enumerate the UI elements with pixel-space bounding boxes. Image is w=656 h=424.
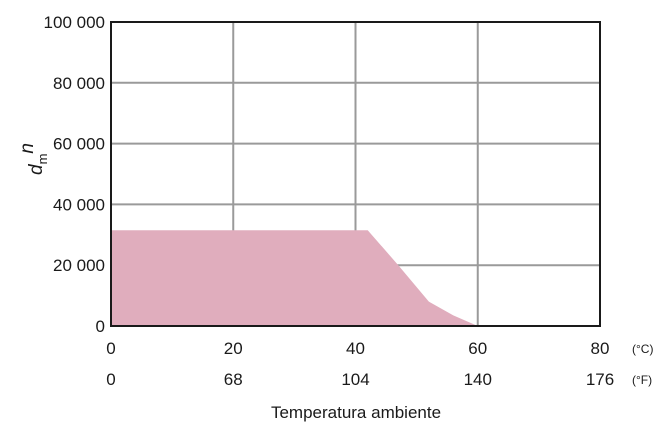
x-tick-label: 60 — [468, 339, 487, 358]
area-series — [111, 230, 478, 326]
y-tick-label: 40 000 — [53, 195, 105, 214]
x-tick-label: 80 — [591, 339, 610, 358]
plot-frame — [110, 21, 601, 327]
x-unit-fahrenheit: (°F) — [632, 373, 652, 387]
x-axis-ticks: 0 20 40 60 80 — [106, 339, 609, 358]
y-tick-label: 60 000 — [53, 135, 105, 154]
y-axis-label-main: d — [26, 163, 47, 175]
y-axis-label-sup: n — [17, 143, 38, 154]
x-tick-label: 20 — [224, 339, 243, 358]
x-unit-celsius: (°C) — [632, 342, 653, 356]
x-axis-secondary-ticks: 0 68 104 140 176 — [106, 370, 614, 389]
x-secondary-tick-label: 68 — [224, 370, 243, 389]
y-axis-label-sub: m — [35, 154, 50, 165]
x-tick-label: 40 — [346, 339, 365, 358]
y-tick-label: 100 000 — [44, 13, 105, 32]
y-tick-label: 0 — [96, 317, 105, 336]
x-secondary-tick-label: 140 — [464, 370, 492, 389]
x-tick-label: 0 — [106, 339, 115, 358]
x-axis-label: Temperatura ambiente — [271, 403, 441, 422]
y-tick-label: 80 000 — [53, 74, 105, 93]
y-axis-label: dmn — [17, 143, 50, 175]
x-secondary-tick-label: 176 — [586, 370, 614, 389]
y-tick-label: 20 000 — [53, 256, 105, 275]
y-axis-ticks: 0 20 000 40 000 60 000 80 000 100 000 — [44, 13, 105, 336]
x-secondary-tick-label: 0 — [106, 370, 115, 389]
x-secondary-tick-label: 104 — [341, 370, 369, 389]
